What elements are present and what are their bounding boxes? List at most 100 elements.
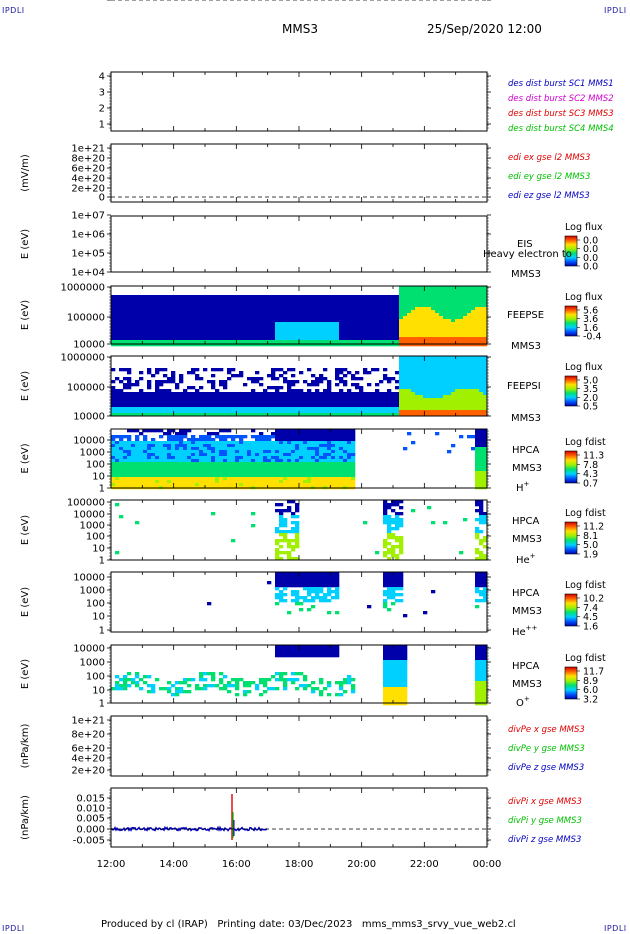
legend-entry: divPe x gse MMS3 xyxy=(508,725,585,735)
y-tick-label: 10000 xyxy=(73,510,105,521)
y-tick-label: 1000 xyxy=(80,448,105,459)
y-tick-label: 0.005 xyxy=(76,814,105,825)
panel-4 xyxy=(107,285,580,345)
time-tick-label: 20:00 xyxy=(347,859,376,870)
colorbar-tick: 6.0 xyxy=(583,685,598,696)
spectrogram-cells xyxy=(111,645,488,706)
panel-frame xyxy=(110,71,488,132)
spacecraft-label: MMS3 xyxy=(512,534,542,545)
y-tick-label: 1000 xyxy=(80,586,105,597)
y-tick-label: 100 xyxy=(86,460,105,471)
y-tick-label: 1 xyxy=(99,120,105,131)
y-tick-label: 10 xyxy=(92,612,105,623)
y-tick-label: 1000000 xyxy=(60,353,105,364)
panel-frame xyxy=(110,715,488,777)
y-tick-label: 3 xyxy=(99,88,105,99)
y-axis-label: (nPa/km) xyxy=(20,795,31,840)
species-label: O+ xyxy=(516,695,530,709)
spectrogram-cells xyxy=(111,429,488,490)
y-tick-label: 100 xyxy=(86,599,105,610)
colorbar-title: Log flux xyxy=(565,292,603,303)
species-label: He++ xyxy=(512,624,538,638)
colorbar-tick: 8.1 xyxy=(583,531,598,542)
y-tick-label: 100 xyxy=(86,672,105,683)
legend-entry: des dist burst SC4 MMS4 xyxy=(508,124,614,134)
panel-frame xyxy=(110,787,488,848)
y-tick-label: 0.000 xyxy=(76,825,105,836)
colorbar xyxy=(564,450,578,484)
colorbar-tick: 0.7 xyxy=(583,479,598,490)
colorbar-tick: 1.6 xyxy=(583,622,598,633)
corner-label-tr: IPDLI xyxy=(604,6,627,15)
y-tick-label: 10000 xyxy=(73,573,105,584)
footer-producer: Produced by cl (IRAP) xyxy=(101,919,208,930)
y-axis-label: E (eV) xyxy=(20,371,31,401)
panel-frame xyxy=(110,215,488,273)
spacecraft-label: MMS3 xyxy=(512,463,542,474)
date-title: 25/Sep/2020 12:00 xyxy=(427,22,542,36)
y-tick-label: 1e+06 xyxy=(71,230,105,241)
colorbar-tick: 2.0 xyxy=(583,393,598,404)
colorbar-title: Log fdist xyxy=(565,437,606,448)
y-tick-label: 10 xyxy=(92,686,105,697)
footer: Produced by cl (IRAP) Printing date: 03/… xyxy=(101,919,516,930)
colorbar-tick: 3.5 xyxy=(583,384,598,395)
y-tick-label: 6e+20 xyxy=(71,164,105,175)
colorbar-tick: 3.6 xyxy=(583,314,598,325)
colorbar xyxy=(564,305,578,337)
colorbar xyxy=(564,593,578,627)
colorbar-tick: 0.0 xyxy=(583,244,598,255)
time-tick-label: 22:00 xyxy=(410,859,439,870)
colorbar-tick: 4.5 xyxy=(583,612,598,623)
colorbar-tick: -0.4 xyxy=(583,332,602,343)
colorbar-tick: 5.0 xyxy=(583,540,598,551)
y-tick-label: 1 xyxy=(99,626,105,637)
y-axis-label: E (eV) xyxy=(20,515,31,545)
y-tick-label: 4e+20 xyxy=(71,754,105,765)
y-tick-label: 1 xyxy=(99,556,105,567)
colorbar-tick: 10.2 xyxy=(583,594,604,605)
legend-entry: edi ex gse l2 MMS3 xyxy=(508,153,590,163)
spectrogram-cells xyxy=(115,500,488,561)
y-tick-label: 1 xyxy=(99,484,105,495)
y-tick-label: 2e+20 xyxy=(71,766,105,777)
colorbar xyxy=(564,666,578,700)
colorbar-tick: 7.8 xyxy=(583,460,598,471)
colorbar xyxy=(564,235,578,267)
y-tick-label: 100 xyxy=(86,532,105,543)
colorbar-tick: 11.7 xyxy=(583,667,604,678)
y-axis-label: E (eV) xyxy=(20,659,31,689)
panel-11 xyxy=(107,787,491,848)
corner-label-bl: IPDLI xyxy=(2,924,25,933)
panel-overlay-text: Heavy electron to xyxy=(483,249,572,260)
y-tick-label: 1e+07 xyxy=(71,211,105,222)
y-tick-label: 1e+05 xyxy=(71,249,105,260)
y-tick-label: 0 xyxy=(99,0,105,3)
time-tick-label: 00:00 xyxy=(473,859,502,870)
y-tick-label: 0 xyxy=(99,193,105,204)
legend-entry: divPe z gse MMS3 xyxy=(508,763,584,773)
instrument-label: FEEPSE xyxy=(507,310,544,321)
colorbar-tick: 4.3 xyxy=(583,469,598,480)
legend-entry: divPi z gse MMS3 xyxy=(508,835,581,845)
y-tick-label: 1e+04 xyxy=(71,268,105,279)
instrument-label: HPCA xyxy=(512,661,540,672)
colorbar-tick: 3.2 xyxy=(583,695,598,706)
panel-6 xyxy=(107,428,580,489)
y-tick-label: 10000 xyxy=(73,436,105,447)
y-axis-label: (mV/m) xyxy=(20,154,31,192)
colorbar-title: Log flux xyxy=(565,222,603,233)
y-tick-label: 0.015 xyxy=(76,794,105,805)
y-tick-label: 10000 xyxy=(73,340,105,351)
panel-9 xyxy=(107,644,580,704)
y-tick-label: 1 xyxy=(99,699,105,710)
spectrogram-cells xyxy=(111,356,488,417)
y-tick-label: 100000 xyxy=(67,498,105,509)
y-tick-label: 1000 xyxy=(80,658,105,669)
instrument-label: HPCA xyxy=(512,588,540,599)
time-tick-label: 16:00 xyxy=(222,859,251,870)
y-tick-label: 100000 xyxy=(67,383,105,394)
y-tick-label: 100000 xyxy=(67,313,105,324)
colorbar-tick: 0.0 xyxy=(583,253,598,264)
y-tick-label: 4 xyxy=(99,72,105,83)
